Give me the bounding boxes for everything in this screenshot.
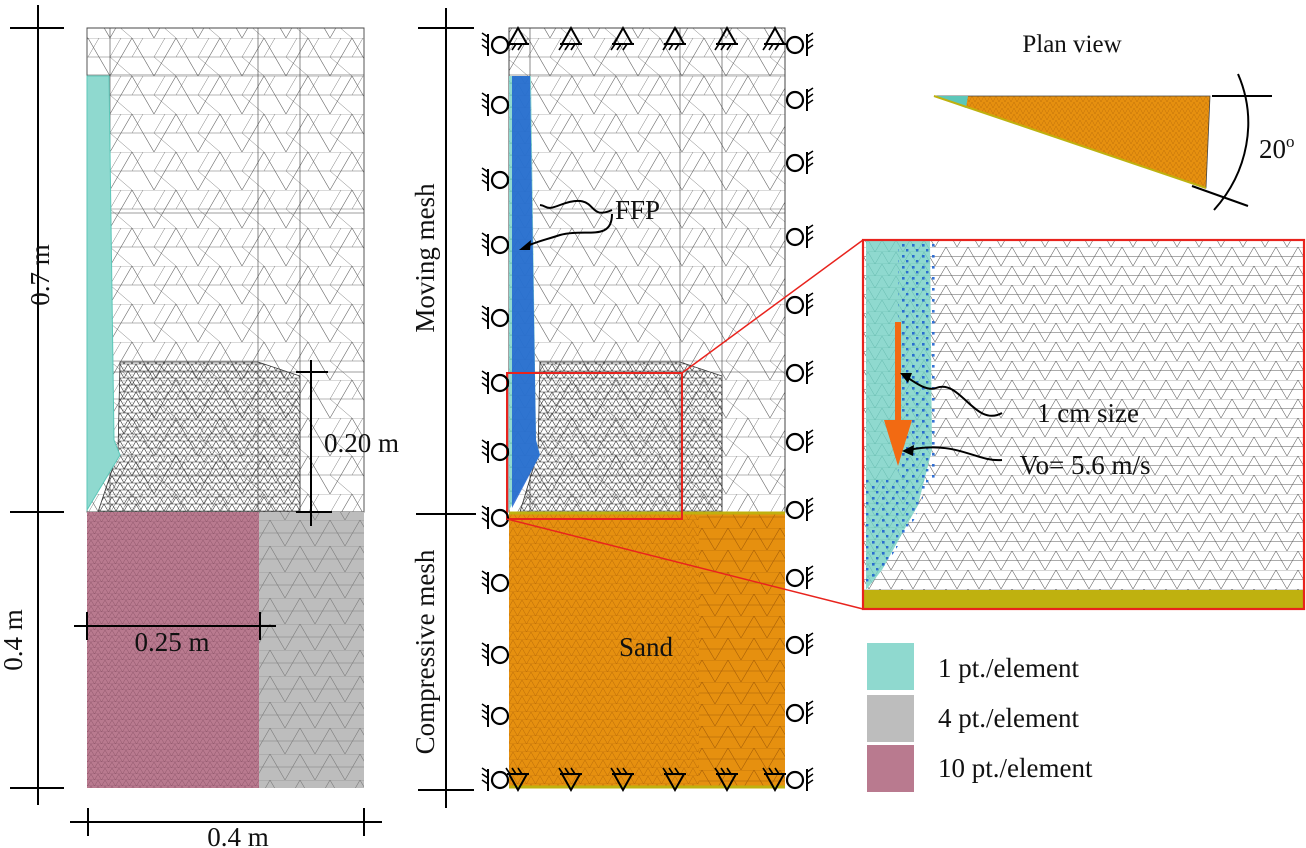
- ffp-label: FFP: [615, 195, 660, 225]
- left-roller-support-icon: [481, 32, 510, 56]
- bottom-pin-support-icon: [505, 767, 529, 793]
- right-roller-support-icon: [785, 632, 814, 656]
- velocity-leader: [907, 446, 1003, 462]
- right-roller-support-icon: [785, 429, 814, 453]
- legend-label-1pt: 1 pt./element: [938, 653, 1079, 683]
- zoom-mesh: [863, 240, 1304, 590]
- zoom-panel: 1 cm size Vo= 5.6 m/s: [506, 238, 1306, 611]
- plan-view-title: Plan view: [1022, 31, 1121, 58]
- left-roller-support-icon: [481, 92, 510, 116]
- compressive-mesh-label: Compressive mesh: [410, 549, 440, 754]
- zoom-leader-top: [681, 239, 864, 374]
- plan-view: Plan view 20o: [933, 31, 1295, 211]
- plan-angle-arc: [1213, 73, 1250, 211]
- sand-label: Sand: [619, 632, 674, 662]
- left-gray-region: [259, 512, 364, 788]
- plan-sector-edge: [933, 95, 1207, 189]
- left-roller-support-icon: [481, 167, 510, 191]
- top-pin-support-icon: [662, 25, 686, 51]
- left-pink-region: [87, 512, 259, 788]
- left-roller-support-icon: [481, 703, 510, 727]
- size-leader: [904, 375, 1003, 417]
- bottom-pin-support-icon: [762, 767, 786, 793]
- top-pin-support-icon: [558, 25, 582, 51]
- velocity-arrow-head: [884, 420, 912, 466]
- middle-fine-mesh-block: [519, 361, 723, 513]
- size-label: 1 cm size: [1037, 398, 1139, 428]
- ffp-leader-arrowhead: [519, 240, 531, 250]
- left-roller-support-icon: [481, 505, 510, 529]
- left-dim-width-inner: 0.25 m: [134, 627, 209, 657]
- left-roller-support-icon: [481, 232, 510, 256]
- right-roller-support-icon: [785, 497, 814, 521]
- moving-mesh-label: Moving mesh: [410, 183, 440, 333]
- zoom-dots-tip: [866, 480, 930, 590]
- right-roller-support-icon: [785, 32, 814, 56]
- left-roller-support-icon: [481, 570, 510, 594]
- top-pin-support-icon: [762, 25, 786, 51]
- right-roller-support-icon: [785, 292, 814, 316]
- bottom-pin-supports: [505, 767, 786, 793]
- plan-angle-value: 20o: [1259, 132, 1295, 164]
- middle-zoom-box: [506, 372, 683, 520]
- legend-label-10pt: 10 pt./element: [938, 753, 1093, 783]
- right-roller-support-icon: [785, 565, 814, 589]
- bottom-pin-support-icon: [558, 767, 582, 793]
- left-dim-width-bottom: 0.4 m: [207, 822, 269, 848]
- velocity-leader-arrowhead: [902, 445, 914, 456]
- bottom-pin-support-icon: [610, 767, 634, 793]
- plan-angle-tick-bottom: [1191, 185, 1249, 207]
- legend-label-4pt: 4 pt./element: [938, 703, 1079, 733]
- left-dim-height-lower: 0.4 m: [0, 609, 28, 671]
- legend-swatch-1pt: [867, 643, 914, 690]
- left-roller-support-icon: [481, 642, 510, 666]
- ffp-leader-lower: [524, 213, 613, 248]
- ffp-leader-upper: [539, 199, 613, 214]
- left-roller-support-icon: [481, 767, 510, 791]
- right-roller-support-icon: [785, 767, 814, 791]
- left-fine-mesh-block: [97, 361, 301, 513]
- middle-panel: Moving mesh Compressive mesh FFP Sand: [410, 8, 814, 808]
- legend-swatch-4pt: [867, 695, 914, 742]
- zoom-frame: [861, 238, 1306, 611]
- zoom-soil-band: [863, 590, 1304, 609]
- left-penetrometer-cyan: [86, 75, 121, 512]
- right-roller-support-icon: [785, 360, 814, 384]
- left-roller-supports: [481, 32, 510, 791]
- zoom-leader-bottom: [506, 518, 864, 610]
- top-pin-support-icon: [505, 25, 529, 51]
- right-roller-support-icon: [785, 700, 814, 724]
- left-roller-support-icon: [481, 439, 510, 463]
- middle-sand-coarse: [699, 512, 785, 788]
- left-dim-height-upper: 0.7 m: [25, 244, 55, 306]
- right-roller-support-icon: [785, 150, 814, 174]
- middle-sand-fine: [509, 512, 699, 788]
- legend: 1 pt./element 4 pt./element 10 pt./eleme…: [867, 643, 1093, 792]
- right-roller-supports: [785, 32, 814, 791]
- right-roller-support-icon: [785, 224, 814, 248]
- left-roller-support-icon: [481, 305, 510, 329]
- top-pin-supports: [505, 25, 786, 51]
- size-leader-arrowhead: [900, 373, 912, 383]
- legend-swatch-10pt: [867, 745, 914, 792]
- right-roller-support-icon: [785, 87, 814, 111]
- top-pin-support-icon: [610, 25, 634, 51]
- middle-penetrometer-blue: [512, 76, 540, 508]
- left-dim-height-mid: 0.20 m: [324, 428, 399, 458]
- left-roller-support-icon: [481, 370, 510, 394]
- bottom-pin-support-icon: [714, 767, 738, 793]
- left-panel: 0.7 m 0.4 m 0.4 m 0.25 m 0.20 m: [0, 5, 399, 848]
- top-pin-support-icon: [714, 25, 738, 51]
- velocity-label: Vo= 5.6 m/s: [1019, 450, 1150, 480]
- bottom-pin-support-icon: [662, 767, 686, 793]
